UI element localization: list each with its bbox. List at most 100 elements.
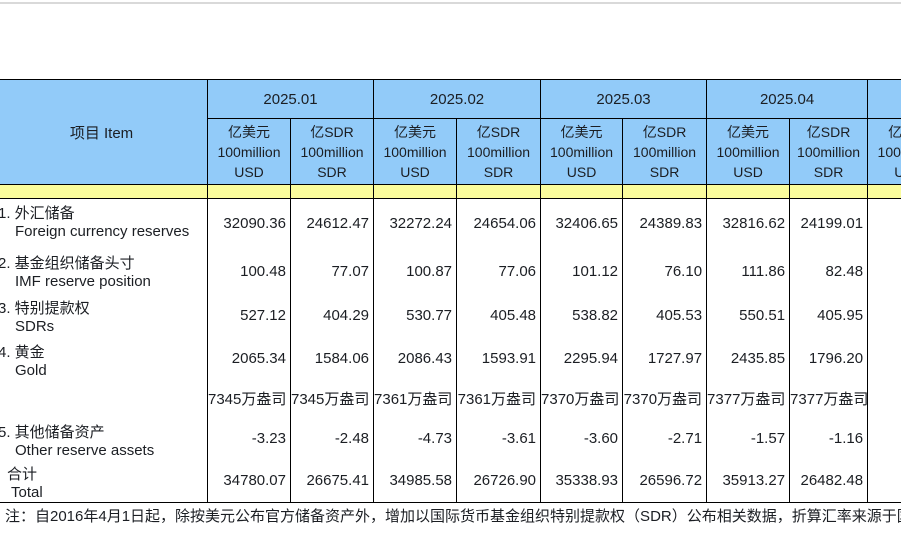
value-cell <box>867 379 901 418</box>
value-cell: 24389.83 <box>622 198 708 249</box>
yellow-band-row <box>0 184 901 199</box>
value-cell: 7361万盎司 <box>373 379 458 418</box>
value-cell: 82.48 <box>789 248 869 294</box>
value-cell <box>867 459 901 503</box>
value-cell: -1.57 <box>706 417 791 460</box>
value-cell: 7361万盎司 <box>456 379 542 418</box>
row-label-en: Other reserve assets <box>15 441 155 459</box>
value-cell: 32090.36 <box>207 198 291 249</box>
table-viewport: 项目 Item 2025.01 2025.02 2025.03 2025.04 … <box>0 79 901 503</box>
value-cell: 24654.06 <box>456 198 542 249</box>
value-cell: 76.10 <box>622 248 708 294</box>
row-label-cn: 5. 其他储备资产 <box>0 423 105 441</box>
table-row: 4. 黄金 Gold 2065.34 1584.06 2086.43 1593.… <box>0 337 901 380</box>
unit-header-usd: 亿美元 100million USD <box>867 118 901 185</box>
value-cell: 405.53 <box>622 293 708 338</box>
value-cell: 26482.48 <box>789 459 869 503</box>
value-cell: 405.48 <box>456 293 542 338</box>
unit-en: USD <box>566 163 597 180</box>
value-cell: 2435.85 <box>706 337 791 380</box>
table-row: 1. 外汇储备 Foreign currency reserves 32090.… <box>0 198 901 249</box>
unit-en: SDR <box>483 163 514 180</box>
value-cell: 35913.27 <box>706 459 791 503</box>
reserve-assets-table: 项目 Item 2025.01 2025.02 2025.03 2025.04 … <box>0 79 901 503</box>
unit-header-usd: 亿美元 100million USD <box>373 118 458 185</box>
unit-header-sdr: 亿SDR 100million SDR <box>289 118 375 185</box>
unit-en: SDR <box>317 163 347 180</box>
unit-en: SDR <box>649 163 680 180</box>
table-row-gold-ounces: 7345万盎司 7345万盎司 7361万盎司 7361万盎司 7370万盎司 … <box>0 379 901 418</box>
value-cell: 1584.06 <box>289 337 375 380</box>
value-cell: 100.48 <box>207 248 291 294</box>
row-label: 3. 特别提款权 SDRs <box>0 293 208 338</box>
value-cell: -1.16 <box>789 417 869 460</box>
value-cell: 24199.01 <box>789 198 869 249</box>
top-divider <box>0 2 901 4</box>
unit-cn: 亿SDR <box>806 123 851 140</box>
value-cell: 7377万盎司 <box>706 379 791 418</box>
unit-en: USD <box>234 163 264 180</box>
value-cell: -3.61 <box>456 417 542 460</box>
value-cell: -4.73 <box>373 417 458 460</box>
item-column-header: 项目 Item <box>0 79 208 185</box>
value-cell: 550.51 <box>706 293 791 338</box>
row-label <box>0 379 208 418</box>
row-label: 2. 基金组织储备头寸 IMF reserve position <box>0 248 208 294</box>
value-cell: 7370万盎司 <box>540 379 624 418</box>
row-label: 合计 Total <box>0 459 208 503</box>
row-label-en: Gold <box>15 361 47 379</box>
row-label-en: SDRs <box>15 317 55 335</box>
value-cell: 32816.62 <box>706 198 791 249</box>
value-cell: -3.23 <box>207 417 291 460</box>
value-cell: 77.06 <box>456 248 542 294</box>
unit-mid: 100million <box>383 143 447 160</box>
value-cell: 1727.97 <box>622 337 708 380</box>
value-cell: 26596.72 <box>622 459 708 503</box>
unit-header-usd: 亿美元 100million USD <box>706 118 791 185</box>
value-cell: -3.60 <box>540 417 624 460</box>
row-label-cn: 4. 黄金 <box>0 343 45 361</box>
value-cell: 7345万盎司 <box>207 379 291 418</box>
unit-header-usd: 亿美元 100million USD <box>207 118 291 185</box>
value-cell: 34985.58 <box>373 459 458 503</box>
value-cell: 527.12 <box>207 293 291 338</box>
month-header-2025-03: 2025.03 <box>540 79 708 119</box>
row-label-cn: 1. 外汇储备 <box>0 205 75 222</box>
row-label-en: Total <box>11 483 43 501</box>
unit-cn: 亿SDR <box>310 123 354 140</box>
row-label-en: IMF reserve position <box>15 272 151 290</box>
value-cell <box>867 293 901 338</box>
unit-mid: 100million <box>797 143 861 160</box>
unit-cn: 亿美元 <box>888 123 901 140</box>
value-cell <box>867 198 901 249</box>
unit-header-usd: 亿美元 100million USD <box>540 118 624 185</box>
value-cell: 1796.20 <box>789 337 869 380</box>
value-cell: 405.95 <box>789 293 869 338</box>
unit-cn: 亿美元 <box>560 123 603 140</box>
value-cell: 7345万盎司 <box>289 379 375 418</box>
value-cell: 1593.91 <box>456 337 542 380</box>
row-label: 4. 黄金 Gold <box>0 337 208 380</box>
table-row: 2. 基金组织储备头寸 IMF reserve position 100.48 … <box>0 248 901 294</box>
unit-cn: 亿SDR <box>476 123 521 140</box>
unit-header-sdr: 亿SDR 100million SDR <box>456 118 542 185</box>
row-label: 5. 其他储备资产 Other reserve assets <box>0 417 208 460</box>
row-label-cn: 2. 基金组织储备头寸 <box>0 254 135 272</box>
value-cell: 404.29 <box>289 293 375 338</box>
unit-mid: 100million <box>633 143 697 160</box>
unit-en: USD <box>733 163 763 180</box>
value-cell: 100.87 <box>373 248 458 294</box>
value-cell: 530.77 <box>373 293 458 338</box>
value-cell: 538.82 <box>540 293 624 338</box>
value-cell: 111.86 <box>706 248 791 294</box>
unit-en: SDR <box>813 163 844 180</box>
value-cell <box>867 337 901 380</box>
unit-en: USD <box>400 163 430 180</box>
unit-header-sdr: 亿SDR 100million SDR <box>622 118 708 185</box>
value-cell: -2.71 <box>622 417 708 460</box>
row-label-en: Foreign currency reserves <box>15 223 190 240</box>
unit-cn: 亿美元 <box>228 123 270 140</box>
unit-mid: 100million <box>217 143 281 160</box>
unit-cn: 亿美元 <box>727 123 770 140</box>
unit-en: USD <box>869 162 901 182</box>
